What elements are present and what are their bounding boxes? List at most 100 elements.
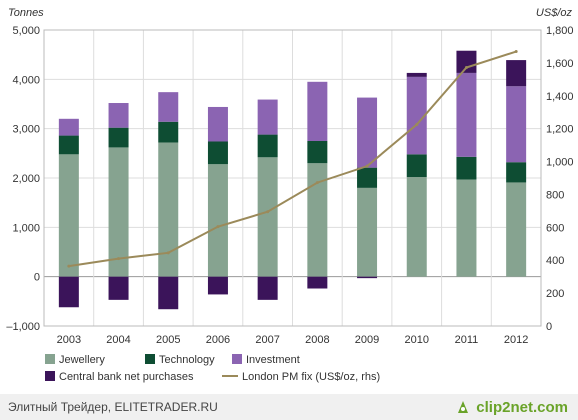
bar-central-bank-net-purchases-2008 (307, 276, 328, 289)
bar-central-bank-net-purchases-2005 (158, 276, 179, 310)
left-tick-label: –1,000 (6, 321, 40, 333)
footer-bar: Элитный Трейдер, ELITETRADER.RU clip2net… (0, 394, 578, 420)
legend-swatch-technology (145, 354, 155, 364)
bar-central-bank-net-purchases-2011 (456, 50, 477, 73)
london-pm-fix-point-2003 (67, 264, 71, 268)
x-tick-label-2010: 2010 (405, 334, 429, 346)
bar-jewellery-2012 (506, 182, 527, 277)
left-tick-label: 1,000 (12, 222, 40, 234)
london-pm-fix-line (68, 50, 517, 268)
right-tick-label: 200 (546, 288, 564, 300)
left-tick-label: 2,000 (12, 173, 40, 185)
plot-frame (43, 29, 542, 327)
bar-investment-2005 (158, 92, 179, 122)
x-tick-label-2008: 2008 (305, 334, 329, 346)
bar-investment-2007 (257, 99, 278, 135)
bar-technology-2008 (307, 141, 328, 164)
bar-technology-2012 (506, 162, 527, 183)
bar-technology-2007 (257, 134, 278, 158)
bar-jewellery-2008 (307, 163, 328, 277)
clip2net-icon (458, 401, 469, 413)
legend-label-london-pm-fix-us-oz-rhs-: London PM fix (US$/oz, rhs) (242, 371, 380, 383)
left-tick-label: 4,000 (12, 74, 40, 86)
legend-label-investment: Investment (246, 354, 300, 366)
x-tick-label-2003: 2003 (57, 334, 81, 346)
bar-jewellery-2009 (357, 187, 378, 277)
gridlines (43, 29, 542, 327)
bar-investment-2006 (207, 106, 228, 142)
london-pm-fix-point-2007 (266, 210, 270, 214)
x-tick-label-2007: 2007 (255, 334, 279, 346)
legend-swatch-jewellery (45, 354, 55, 364)
bar-technology-2010 (406, 154, 427, 178)
right-tick-label: 600 (546, 222, 564, 234)
bar-investment-2010 (406, 76, 427, 155)
left-tick-label: 3,000 (12, 124, 40, 136)
legend-label-jewellery: Jewellery (59, 354, 105, 366)
bar-central-bank-net-purchases-2010 (406, 72, 427, 77)
legend-label-central-bank-net-purchases: Central bank net purchases (59, 371, 194, 383)
right-tick-label: 1,000 (546, 157, 574, 169)
bar-central-bank-net-purchases-2003 (58, 276, 79, 308)
london-pm-fix-point-2006 (216, 225, 220, 229)
x-tick-label-2011: 2011 (455, 334, 479, 346)
london-pm-fix-point-2008 (315, 181, 319, 185)
bar-investment-2004 (108, 103, 129, 128)
right-tick-label: 1,600 (546, 58, 574, 70)
london-pm-fix-point-2004 (117, 257, 121, 261)
bar-jewellery-2004 (108, 147, 129, 277)
bar-jewellery-2007 (257, 157, 278, 277)
legend-label-technology: Technology (159, 354, 215, 366)
bar-investment-2008 (307, 81, 328, 141)
bar-technology-2005 (158, 121, 179, 143)
legend-swatch-central-bank-net-purchases (45, 371, 55, 381)
x-tick-label-2004: 2004 (106, 334, 130, 346)
gold-demand-chart: –1,000 0 1,000 2,000 3,000 4,000 5,000 0 200 400 6… (6, 7, 573, 383)
legend-swatch-investment (232, 354, 242, 364)
bar-jewellery-2011 (456, 179, 477, 277)
bar-investment-2012 (506, 86, 527, 163)
bar-investment-2011 (456, 72, 477, 157)
right-axis-unit: US$/oz (536, 7, 573, 19)
london-pm-fix-point-2010 (415, 123, 419, 127)
x-tick-label-2012: 2012 (504, 334, 528, 346)
bar-technology-2003 (58, 135, 79, 155)
bar-jewellery-2005 (158, 142, 179, 277)
bar-central-bank-net-purchases-2006 (207, 276, 228, 295)
bar-central-bank-net-purchases-2012 (506, 60, 527, 87)
right-tick-label: 1,400 (546, 91, 574, 103)
right-tick-label: 0 (546, 321, 552, 333)
bar-technology-2006 (207, 141, 228, 165)
london-pm-fix-point-2012 (514, 50, 518, 54)
right-tick-label: 400 (546, 255, 564, 267)
bar-central-bank-net-purchases-2009 (357, 276, 378, 279)
legend: Jewellery Technology Investment Central ban… (45, 354, 380, 383)
london-pm-fix-point-2009 (365, 164, 369, 168)
bar-technology-2011 (456, 156, 477, 180)
right-tick-label: 1,200 (546, 124, 574, 136)
x-tick-label-2005: 2005 (156, 334, 180, 346)
right-tick-label: 1,800 (546, 25, 574, 37)
bar-technology-2009 (357, 167, 378, 188)
footer-logo[interactable]: clip2net.com (454, 397, 568, 417)
bar-investment-2009 (357, 97, 378, 168)
bar-technology-2004 (108, 127, 129, 148)
bar-investment-2003 (58, 118, 79, 136)
bar-jewellery-2010 (406, 177, 427, 277)
london-pm-fix-point-2011 (464, 65, 468, 69)
axes: –1,000 0 1,000 2,000 3,000 4,000 5,000 0 200 400 6… (6, 7, 573, 346)
bars (58, 50, 527, 310)
left-axis-unit: Tonnes (8, 7, 44, 19)
price-line (67, 50, 518, 268)
london-pm-fix-point-2005 (166, 251, 170, 255)
footer-logo-text: clip2net.com (476, 398, 568, 416)
bar-central-bank-net-purchases-2007 (257, 276, 278, 300)
bar-jewellery-2003 (58, 154, 79, 277)
x-tick-label-2006: 2006 (206, 334, 230, 346)
right-tick-label: 800 (546, 189, 564, 201)
x-tick-label-2009: 2009 (355, 334, 379, 346)
bar-jewellery-2006 (207, 164, 228, 277)
footer-caption: Элитный Трейдер, ELITETRADER.RU (8, 400, 218, 414)
bar-central-bank-net-purchases-2004 (108, 276, 129, 300)
left-tick-label: 0 (34, 272, 40, 284)
